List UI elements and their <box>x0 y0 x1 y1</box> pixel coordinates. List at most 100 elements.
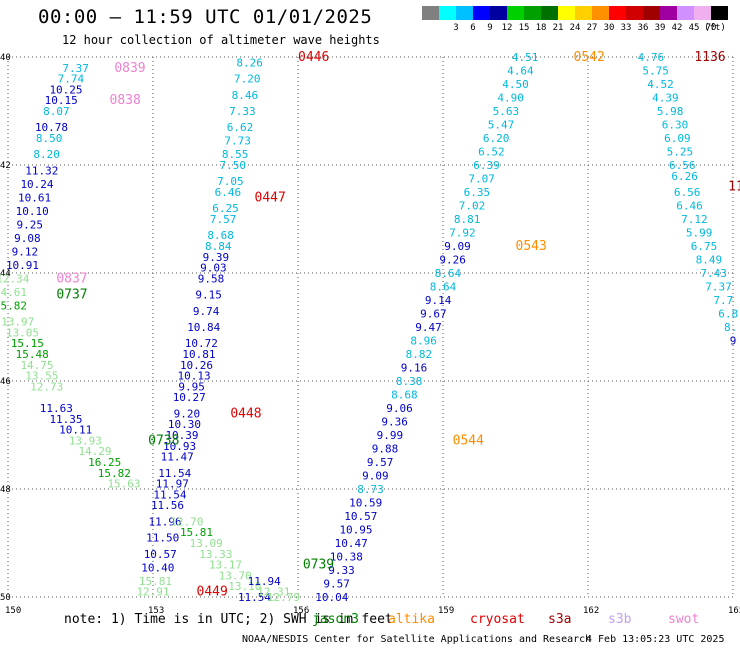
wave-height-value: 12.79 <box>267 591 300 604</box>
wave-height-value: 11.32 <box>25 164 58 177</box>
wave-height-value: 10.25 <box>49 83 82 96</box>
wave-height-value: 10.57 <box>144 548 177 561</box>
wave-height-value: 8.46 <box>232 89 259 102</box>
wave-height-value: 13.10 <box>228 580 261 593</box>
color-scale-swatch <box>575 6 592 20</box>
wave-height-value: 10.81 <box>182 348 215 361</box>
wave-height-value: 5.63 <box>493 105 520 118</box>
wave-height-value: 9.25 <box>17 218 44 231</box>
track-time-marker: 0448 <box>230 406 261 421</box>
wave-height-value: 14.29 <box>78 445 111 458</box>
color-scale-swatch <box>473 6 490 20</box>
wave-height-value: 11.96 <box>149 515 182 528</box>
wave-height-value: 4.52 <box>647 78 674 91</box>
wave-height-value: 12.73 <box>30 380 63 393</box>
color-scale-label: 70 <box>705 23 717 33</box>
wave-height-value: 8.73 <box>357 483 384 496</box>
wave-height-value: 9.15 <box>195 289 222 302</box>
lat-tick-label: 40 <box>0 53 11 63</box>
track-time-markers: 0446 0447 0448 0449 0542 0543 0544 0737 0738 0739… <box>56 50 740 600</box>
wave-height-value: 16.25 <box>88 456 121 469</box>
wave-height-value: 10.04 <box>315 591 348 604</box>
wave-height-value: 8.81 <box>454 213 481 226</box>
color-scale-label: 39 <box>654 23 666 33</box>
wave-height-value: 7.20 <box>234 73 261 86</box>
wave-height-value: 10.72 <box>185 337 218 350</box>
lon-tick-label: 156 <box>293 606 309 616</box>
wave-height-value: 15.81 <box>180 526 213 539</box>
satellite-legend-item: s3a <box>548 612 572 627</box>
color-scale-label: 12 <box>501 23 513 33</box>
color-scale-swatch <box>694 6 711 20</box>
wave-height-value: 8.82 <box>406 348 433 361</box>
wave-height-value: 12.91 <box>136 586 169 599</box>
wave-height-values: 7.377.7410.2510.158.0710.788.508.2011.32… <box>0 51 738 604</box>
wave-height-value: 8.38 <box>396 375 423 388</box>
wave-height-value: 10.26 <box>180 359 213 372</box>
wave-height-value: 9.57 <box>323 578 350 591</box>
wave-height-value: 11.54 <box>153 488 186 501</box>
wave-height-value: 4.50 <box>502 78 529 91</box>
wave-height-value: 10.59 <box>349 497 382 510</box>
satellite-legend-item: altika <box>388 612 435 627</box>
wave-height-value: 9.67 <box>420 308 447 321</box>
wave-height-value: 7.12 <box>681 213 708 226</box>
wave-height-value: 9.47 <box>415 321 442 334</box>
wave-height-value: 15.82 <box>98 467 131 480</box>
wave-height-color-scale: 3 6 9 12 15 18 21 24 27 30 33 36 39 42 45 70 (ft) <box>422 6 728 34</box>
wave-height-value: 6.8 <box>718 308 738 321</box>
generated-timestamp: 4 Feb 13:05:23 UTC 2025 <box>586 634 725 645</box>
wave-height-value: 7.37 <box>705 281 732 294</box>
satellite-legend-item: jason3 <box>312 612 359 627</box>
wave-height-value: 6.30 <box>662 119 689 132</box>
wave-height-value: 11.63 <box>40 402 73 415</box>
wave-height-value: 10.61 <box>18 191 51 204</box>
wave-height-value: 11.50 <box>146 532 179 545</box>
wave-height-value: 9.16 <box>401 362 428 375</box>
track-time-marker: 0737 <box>56 288 87 303</box>
color-scale-label: 18 <box>535 23 547 33</box>
wave-height-value: 14.75 <box>20 359 53 372</box>
wave-height-value: 10.78 <box>35 121 68 134</box>
wave-height-value: 12.70 <box>170 515 203 528</box>
wave-height-value: 15.63 <box>107 478 140 491</box>
wave-height-value: 10.27 <box>173 391 206 404</box>
wave-height-value: 8.50 <box>36 132 63 145</box>
lat-tick-label: 46 <box>0 377 11 387</box>
wave-height-value: 9.74 <box>193 305 220 318</box>
wave-height-value: 10.38 <box>330 551 363 564</box>
track-time-marker: 0738 <box>148 433 179 448</box>
lon-tick-label: 153 <box>148 606 164 616</box>
wave-height-value: 10.91 <box>6 259 39 272</box>
lon-tick-label: 159 <box>438 606 454 616</box>
wave-height-value: 9.12 <box>12 245 39 258</box>
wave-height-value: 8.96 <box>410 335 437 348</box>
wave-height-value: 12.34 <box>0 272 30 285</box>
wave-height-value: 10.24 <box>20 178 53 191</box>
color-scale-swatch <box>609 6 626 20</box>
wave-height-value: 8.07 <box>43 105 70 118</box>
wave-height-value: 7.74 <box>58 73 85 86</box>
track-time-marker: 0542 <box>574 50 605 65</box>
wave-height-value: 4.51 <box>512 51 539 64</box>
wave-height-value: 13.93 <box>69 434 102 447</box>
wave-height-value: 9.57 <box>367 456 394 469</box>
color-scale-label: 3 <box>453 23 459 33</box>
color-scale-label: 33 <box>620 23 632 33</box>
wave-height-value: 14.61 <box>0 286 27 299</box>
wave-height-value: 13.97 <box>1 316 34 329</box>
wave-height-value: 8.55 <box>222 148 249 161</box>
wave-height-value: 5.75 <box>642 65 669 78</box>
wave-height-value: 7.73 <box>224 135 251 148</box>
wave-height-value: 8.26 <box>236 56 263 69</box>
wave-height-value: 10.30 <box>168 418 201 431</box>
wave-height-value: 10.10 <box>16 205 49 218</box>
map-subtitle: 12 hour collection of altimeter wave hei… <box>62 33 380 47</box>
wave-height-value: 9.08 <box>14 232 41 245</box>
wave-height-value: 9.88 <box>372 443 399 456</box>
wave-height-value: 4.76 <box>638 51 665 64</box>
wave-height-value: 13.55 <box>25 370 58 383</box>
wave-height-value: 6.35 <box>464 186 491 199</box>
wave-height-value: 5.98 <box>657 105 684 118</box>
